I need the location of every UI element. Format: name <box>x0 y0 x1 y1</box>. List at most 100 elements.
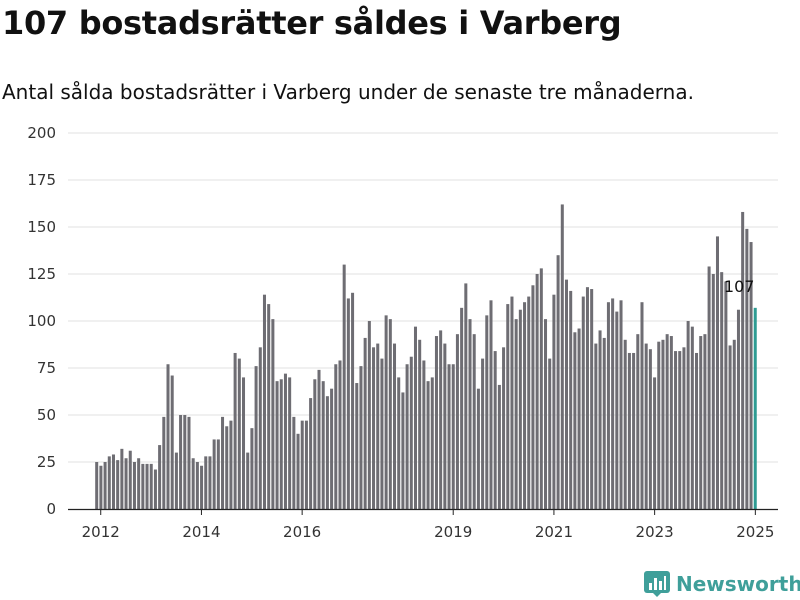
bar <box>728 345 732 509</box>
bar <box>510 296 514 509</box>
bar <box>430 377 434 509</box>
bar <box>258 347 262 509</box>
bar <box>594 343 598 509</box>
bar <box>376 343 380 509</box>
bar <box>229 420 233 509</box>
bar <box>267 304 271 509</box>
bar <box>137 458 141 509</box>
bar <box>300 420 304 509</box>
bar <box>179 415 183 509</box>
bar <box>183 415 187 509</box>
bar <box>367 321 371 509</box>
bar <box>384 315 388 509</box>
bar <box>699 336 703 509</box>
bar <box>707 266 711 509</box>
bar <box>393 343 397 509</box>
bar <box>418 339 422 509</box>
bar-chart-logo-icon <box>644 571 670 597</box>
bar <box>720 272 724 509</box>
bar <box>250 428 254 509</box>
bar <box>481 358 485 509</box>
bar <box>216 439 220 509</box>
bar <box>695 352 699 509</box>
bar <box>602 337 606 509</box>
x-tick-label: 2016 <box>283 523 321 541</box>
bar <box>569 290 573 509</box>
bar <box>388 319 392 509</box>
chart-subtitle: Antal sålda bostadsrätter i Varberg unde… <box>2 80 694 104</box>
bar <box>552 294 556 509</box>
bar <box>153 469 157 509</box>
bar <box>741 211 745 509</box>
bar <box>611 298 615 509</box>
bar <box>141 463 145 509</box>
bar <box>338 360 342 509</box>
bar <box>518 309 522 509</box>
bar <box>623 339 627 509</box>
bar <box>426 381 430 509</box>
bar <box>103 462 107 509</box>
bar <box>237 358 241 509</box>
bar <box>690 326 694 509</box>
bar-highlight <box>753 307 757 509</box>
bar <box>548 358 552 509</box>
bar <box>120 448 124 509</box>
bar <box>166 364 170 509</box>
y-tick-label: 25 <box>37 453 56 471</box>
bar <box>309 398 313 509</box>
bar <box>409 356 413 509</box>
y-tick-label: 200 <box>27 124 56 142</box>
bar <box>539 268 543 509</box>
bar <box>275 381 279 509</box>
brand-logo: Newsworthy <box>644 570 800 598</box>
x-tick-label: 2019 <box>434 523 472 541</box>
bar <box>455 334 459 509</box>
bar <box>355 383 359 509</box>
y-tick-label: 175 <box>27 171 56 189</box>
x-tick-label: 2014 <box>182 523 220 541</box>
bar <box>95 462 99 509</box>
bar <box>292 416 296 509</box>
bar <box>665 334 669 509</box>
bar <box>736 309 740 509</box>
bar <box>346 298 350 509</box>
bar <box>682 347 686 509</box>
x-tick-label: 2025 <box>736 523 774 541</box>
bar <box>531 285 535 509</box>
y-tick-label: 100 <box>27 312 56 330</box>
y-tick-label: 0 <box>46 500 56 518</box>
bar <box>132 462 136 509</box>
bar <box>661 339 665 509</box>
bar <box>288 377 292 509</box>
bar <box>271 319 275 509</box>
bar <box>732 339 736 509</box>
bar <box>573 332 577 509</box>
brand-name: Newsworthy <box>676 572 800 596</box>
bar <box>413 326 417 509</box>
bar <box>606 302 610 509</box>
bar <box>372 347 376 509</box>
bar <box>225 426 229 509</box>
bar <box>283 373 287 509</box>
bar <box>502 347 506 509</box>
bar <box>514 319 518 509</box>
chart-title: 107 bostadsrätter såldes i Varberg <box>2 4 622 42</box>
bar <box>598 330 602 509</box>
bar <box>644 343 648 509</box>
y-tick-label: 125 <box>27 265 56 283</box>
bar <box>556 255 560 509</box>
bar <box>342 264 346 509</box>
bar <box>464 283 468 509</box>
bar <box>128 450 132 509</box>
bar <box>443 343 447 509</box>
bar <box>590 289 594 509</box>
bar <box>174 452 178 509</box>
bar <box>703 334 707 509</box>
bar <box>170 375 174 509</box>
bar <box>506 304 510 509</box>
bar <box>107 456 111 509</box>
bar <box>187 416 191 509</box>
bar <box>313 379 317 509</box>
bar <box>195 462 199 509</box>
